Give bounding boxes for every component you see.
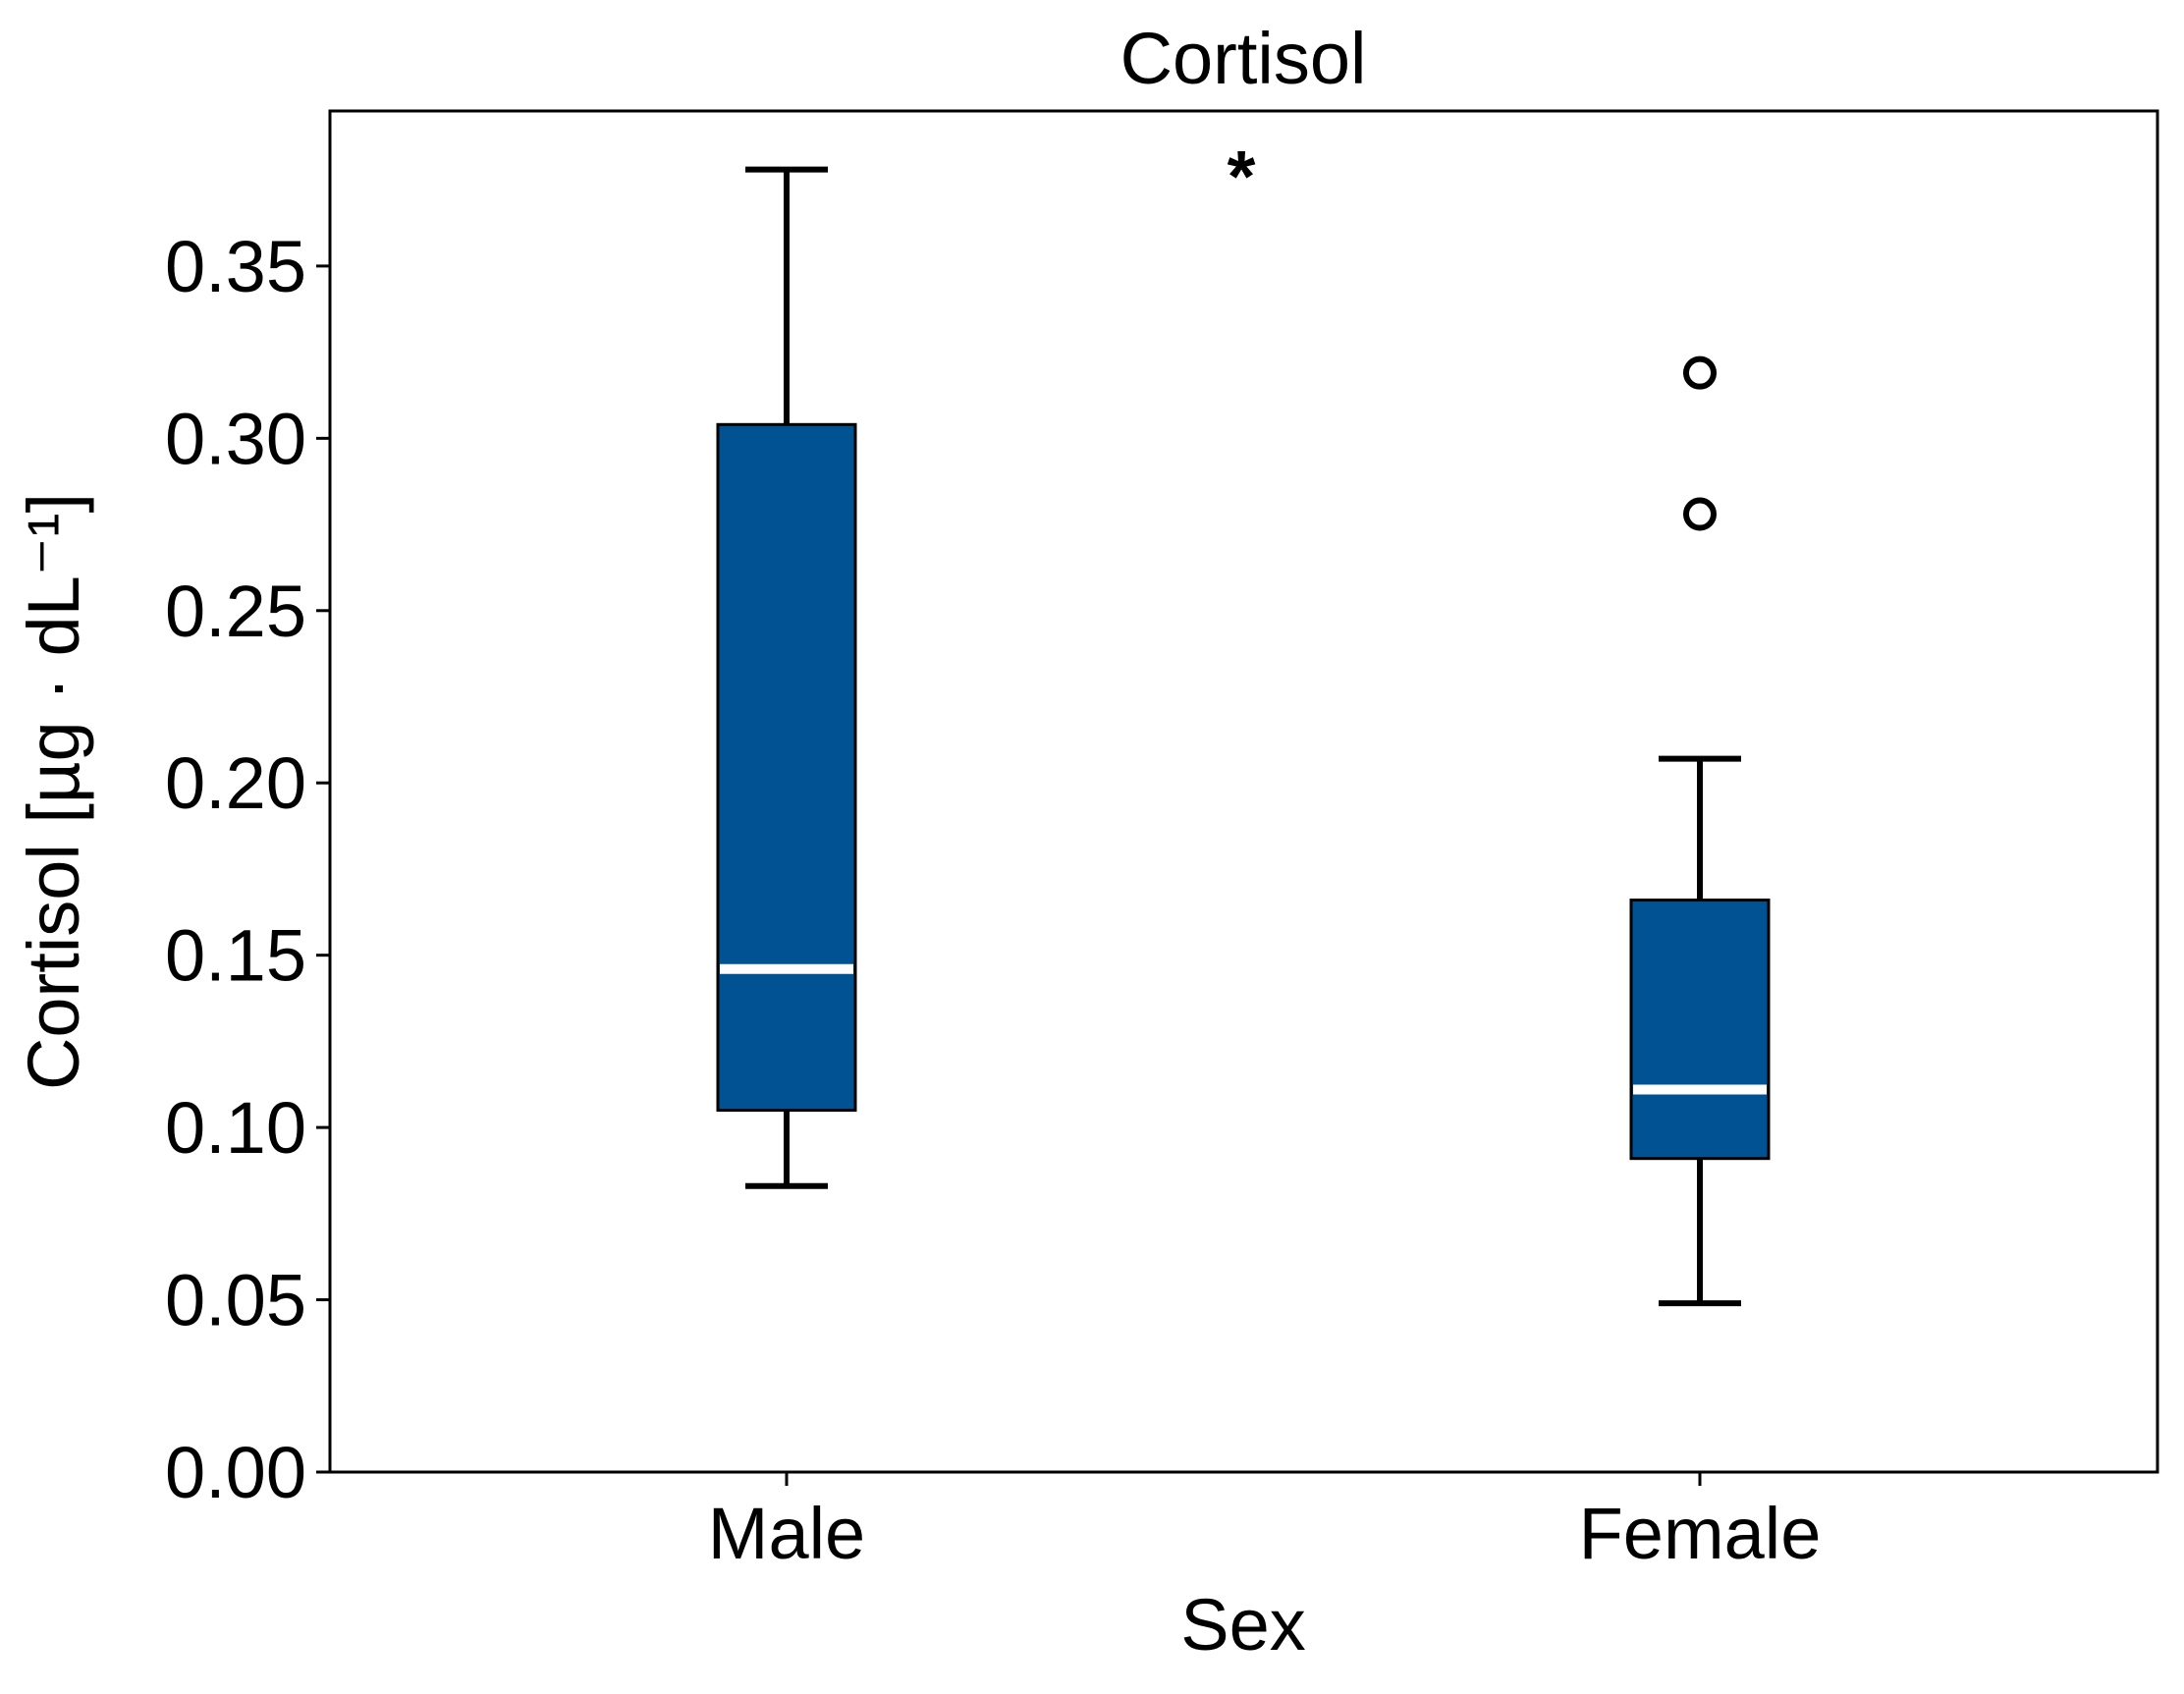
box-male: [716, 166, 857, 1189]
y-axis-label: Cortisol [µg · dL⁻¹]: [13, 493, 94, 1090]
chart-title: Cortisol: [1120, 18, 1367, 99]
y-tick-label: 0.05: [165, 1260, 306, 1341]
x-axis-label: Sex: [1180, 1584, 1306, 1666]
outlier-point: [1683, 497, 1717, 531]
significance-marker: *: [1228, 136, 1256, 217]
outlier-point: [1683, 355, 1717, 390]
plot-frame: [328, 109, 2159, 1474]
x-tick-label: Female: [1579, 1493, 1822, 1574]
box-female: [1629, 355, 1771, 1307]
y-tick-label: 0.00: [165, 1432, 306, 1513]
x-tick-label: Male: [708, 1493, 865, 1574]
y-tick-label: 0.30: [165, 398, 306, 479]
y-tick-label: 0.35: [165, 226, 306, 307]
box-iqr: [1629, 899, 1771, 1161]
box-iqr: [716, 422, 857, 1113]
y-tick-label: 0.25: [165, 571, 306, 652]
x-axis: Male Female: [708, 1472, 1822, 1574]
y-tick-label: 0.15: [165, 915, 306, 997]
y-tick-label: 0.10: [165, 1087, 306, 1169]
y-tick-label: 0.20: [165, 742, 306, 824]
y-axis: 0.00 0.05 0.10 0.15 0.20 0.25 0.30 0.35: [165, 226, 330, 1513]
plot-area: [716, 166, 1771, 1307]
